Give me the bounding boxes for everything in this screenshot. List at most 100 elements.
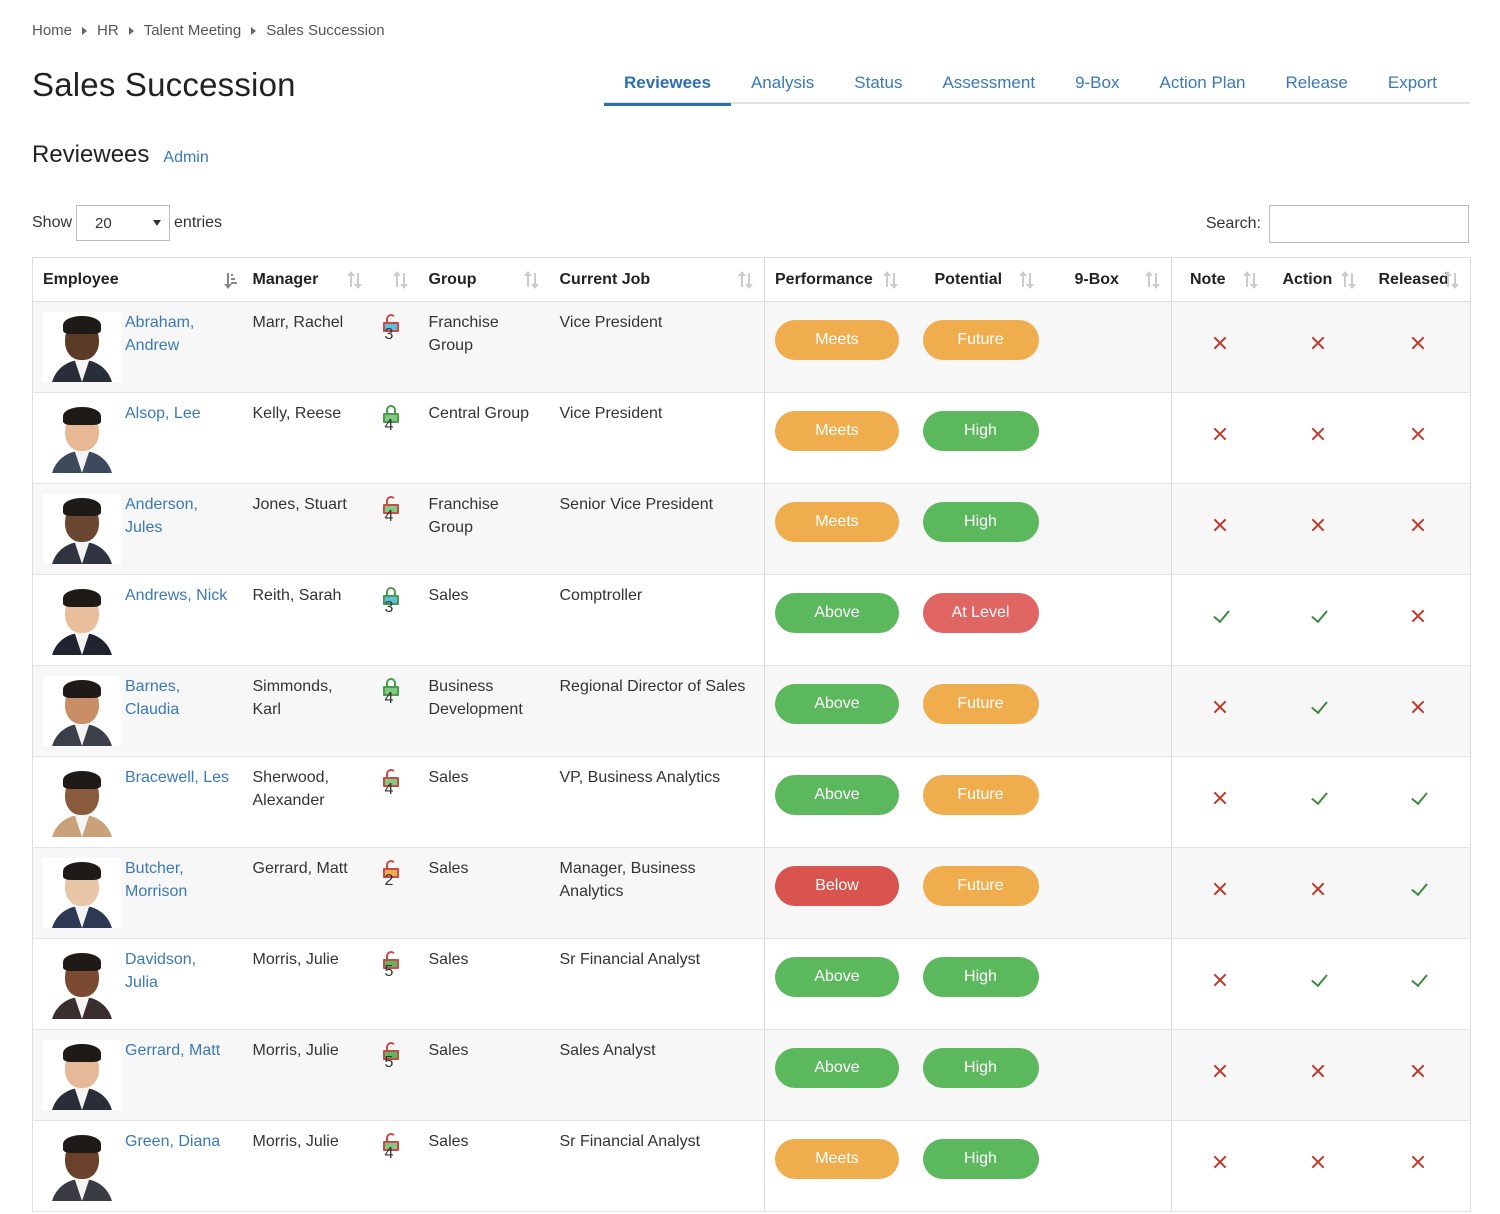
col-released[interactable]: Released	[1366, 257, 1471, 302]
nine-box-badge[interactable]	[1065, 866, 1161, 906]
potential-badge[interactable]: High	[922, 1048, 1039, 1088]
check-icon[interactable]	[1211, 607, 1229, 625]
nine-box-badge[interactable]	[1065, 684, 1161, 724]
col-current-job[interactable]: Current Job	[549, 257, 765, 302]
lock-icon[interactable]: 4	[382, 405, 399, 434]
employee-name-link[interactable]: Abraham, Andrew	[125, 314, 195, 354]
employee-name-link[interactable]: Davidson, Julia	[125, 951, 197, 991]
x-icon[interactable]	[1211, 425, 1229, 443]
unlock-icon[interactable]: 2	[382, 860, 399, 889]
potential-badge[interactable]: At Level	[922, 593, 1039, 633]
x-icon[interactable]	[1211, 334, 1229, 352]
check-icon[interactable]	[1409, 971, 1427, 989]
tab-export[interactable]: Export	[1387, 73, 1437, 92]
check-icon[interactable]	[1309, 607, 1327, 625]
tab-action-plan[interactable]: Action Plan	[1159, 73, 1246, 92]
x-icon[interactable]	[1409, 607, 1427, 625]
potential-badge[interactable]: High	[922, 1139, 1039, 1179]
table-row[interactable]: Davidson, Julia Morris, Julie 5 Sales Sr…	[32, 938, 1471, 1030]
potential-badge[interactable]: High	[922, 957, 1039, 997]
table-row[interactable]: Green, Diana Morris, Julie 4 Sales Sr Fi…	[32, 1120, 1471, 1212]
check-icon[interactable]	[1309, 971, 1327, 989]
sort-icon[interactable]	[1340, 271, 1357, 289]
tab-assessment[interactable]: Assessment	[942, 73, 1036, 92]
table-row[interactable]: Andrews, Nick Reith, Sarah 3 Sales Compt…	[32, 574, 1471, 666]
x-icon[interactable]	[1409, 334, 1427, 352]
sort-icon[interactable]	[738, 271, 754, 289]
performance-badge[interactable]: Meets	[775, 411, 899, 451]
x-icon[interactable]	[1309, 880, 1327, 898]
x-icon[interactable]	[1211, 971, 1229, 989]
x-icon[interactable]	[1409, 516, 1427, 534]
col-action[interactable]: Action	[1268, 257, 1367, 302]
employee-name-link[interactable]: Gerrard, Matt	[125, 1042, 221, 1059]
check-icon[interactable]	[1409, 880, 1427, 898]
check-icon[interactable]	[1409, 789, 1427, 807]
lock-icon[interactable]: 3	[382, 587, 399, 616]
col-9-box[interactable]: 9-Box	[1044, 257, 1172, 302]
breadcrumb-talent-meeting[interactable]: Talent Meeting	[143, 22, 242, 39]
nine-box-badge[interactable]	[1065, 957, 1161, 997]
x-icon[interactable]	[1211, 698, 1229, 716]
potential-badge[interactable]: High	[922, 411, 1039, 451]
sort-icon[interactable]	[346, 271, 363, 289]
table-row[interactable]: Anderson, Jules Jones, Stuart 4 Franchis…	[32, 483, 1471, 575]
table-row[interactable]: Alsop, Lee Kelly, Reese 4 Central Group …	[32, 392, 1471, 484]
sort-icon[interactable]	[1444, 271, 1460, 289]
table-row[interactable]: Abraham, Andrew Marr, Rachel 3 Franchise…	[32, 301, 1471, 393]
x-icon[interactable]	[1211, 789, 1229, 807]
sort-icon[interactable]	[1242, 271, 1259, 289]
entries-select[interactable]: 20	[76, 205, 171, 241]
unlock-icon[interactable]: 5	[382, 1042, 399, 1071]
x-icon[interactable]	[1409, 425, 1427, 443]
tab-9-box[interactable]: 9-Box	[1075, 73, 1120, 92]
table-row[interactable]: Gerrard, Matt Morris, Julie 5 Sales Sale…	[32, 1029, 1471, 1121]
employee-name-link[interactable]: Bracewell, Les	[125, 769, 230, 786]
tab-status[interactable]: Status	[854, 73, 903, 92]
employee-name-link[interactable]: Butcher, Morrison	[125, 860, 188, 900]
sort-icon[interactable]	[1018, 271, 1035, 289]
unlock-icon[interactable]: 4	[382, 1133, 399, 1162]
performance-badge[interactable]: Below	[775, 866, 899, 906]
col-group[interactable]: Group	[418, 257, 550, 302]
x-icon[interactable]	[1409, 1153, 1427, 1171]
tab-analysis[interactable]: Analysis	[750, 73, 815, 92]
nine-box-badge[interactable]	[1065, 1048, 1161, 1088]
performance-badge[interactable]: Above	[775, 684, 899, 724]
x-icon[interactable]	[1309, 425, 1327, 443]
potential-badge[interactable]: High	[922, 502, 1039, 542]
employee-name-link[interactable]: Barnes, Claudia	[125, 678, 181, 718]
lock-icon[interactable]: 4	[382, 678, 399, 707]
breadcrumb-hr[interactable]: HR	[97, 22, 119, 39]
x-icon[interactable]	[1211, 516, 1229, 534]
nine-box-badge[interactable]	[1065, 320, 1161, 360]
check-icon[interactable]	[1309, 789, 1327, 807]
x-icon[interactable]	[1211, 1062, 1229, 1080]
sort-icon[interactable]	[1145, 271, 1161, 289]
employee-name-link[interactable]: Anderson, Jules	[125, 496, 198, 536]
x-icon[interactable]	[1309, 516, 1327, 534]
performance-badge[interactable]: Above	[775, 775, 899, 815]
employee-name-link[interactable]: Alsop, Lee	[125, 405, 201, 422]
performance-badge[interactable]: Above	[775, 957, 899, 997]
x-icon[interactable]	[1409, 1062, 1427, 1080]
nine-box-badge[interactable]	[1065, 1139, 1161, 1179]
potential-badge[interactable]: Future	[922, 684, 1039, 724]
employee-name-link[interactable]: Green, Diana	[125, 1133, 221, 1150]
potential-badge[interactable]: Future	[922, 775, 1039, 815]
col-note[interactable]: Note	[1171, 257, 1269, 302]
performance-badge[interactable]: Above	[775, 593, 899, 633]
sort-icon[interactable]	[523, 271, 540, 289]
search-input[interactable]	[1269, 205, 1469, 243]
x-icon[interactable]	[1309, 1153, 1327, 1171]
nine-box-badge[interactable]	[1065, 411, 1161, 451]
sort-icon[interactable]	[392, 271, 409, 289]
potential-badge[interactable]: Future	[922, 866, 1039, 906]
performance-badge[interactable]: Meets	[775, 1139, 899, 1179]
unlock-icon[interactable]: 3	[382, 314, 399, 343]
nine-box-badge[interactable]	[1065, 593, 1161, 633]
col-performance[interactable]: Performance	[764, 257, 909, 302]
performance-badge[interactable]: Meets	[775, 502, 899, 542]
unlock-icon[interactable]: 4	[382, 769, 399, 798]
unlock-icon[interactable]: 4	[382, 496, 399, 525]
